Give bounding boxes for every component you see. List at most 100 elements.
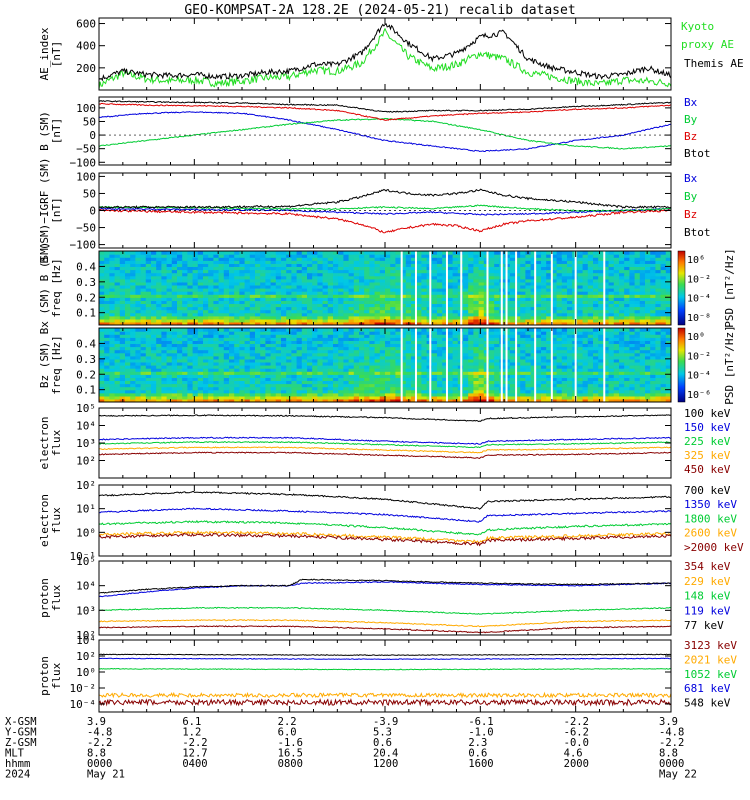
xaxis-value: 0800 — [278, 758, 303, 770]
y-tick-label: 10¹ — [76, 503, 96, 516]
ylabel-line: proton — [38, 578, 51, 618]
series-phigh-681-kev — [99, 657, 671, 661]
legend-entry: 2021 keV — [684, 653, 737, 666]
data-gap — [534, 251, 537, 325]
xaxis-row-label: Y-GSM — [5, 727, 37, 739]
xaxis-value: -1.0 — [468, 727, 493, 739]
xaxis-row-label: hhmm — [5, 758, 30, 770]
legend-entry: 1052 keV — [684, 668, 737, 681]
series-group-bsm — [99, 100, 671, 153]
xaxis-row-label: 2024 — [5, 769, 30, 781]
colorbar-tick: 10⁰ — [687, 332, 705, 343]
y-tick-label: 10² — [76, 479, 96, 492]
series-bdiff-btot — [99, 188, 671, 209]
y-tick-label: 0 — [89, 129, 96, 142]
svg-text:PSD [nT²/Hz]: PSD [nT²/Hz] — [723, 248, 736, 327]
legend-entry: By — [684, 190, 698, 203]
legend-entry: 100 keV — [684, 407, 731, 420]
xaxis-value: -4.8 — [87, 727, 112, 739]
data-gap — [429, 328, 432, 402]
y-tick-label: 600 — [76, 18, 96, 31]
series-ehigh-1350-kev — [99, 507, 671, 523]
xaxis-value: -4.8 — [659, 727, 684, 739]
ylabel-line: AE_index — [38, 27, 51, 80]
y-tick-label: 0.4 — [76, 337, 96, 350]
ylabel-line: [nT] — [50, 118, 63, 145]
data-gap — [460, 251, 463, 325]
xaxis-value: 0.6 — [468, 748, 487, 760]
xaxis-value: -6.2 — [564, 727, 589, 739]
ylabel-ae: AE_index [nT] — [38, 27, 63, 80]
legend-entry: 150 keV — [684, 421, 731, 434]
y-tick-label: 0.3 — [76, 353, 96, 366]
colorbar-bxspec — [677, 250, 686, 326]
series-elow-150-kev — [99, 436, 671, 445]
colorbar-label: PSD [nT²/Hz] — [723, 325, 736, 404]
xaxis-value: 0.6 — [373, 737, 392, 749]
data-gap — [486, 251, 489, 325]
ylabel-line: [nT] — [50, 197, 63, 224]
series-phigh-548-kev — [99, 653, 671, 657]
y-tick-label: −100 — [70, 239, 97, 252]
data-gap — [500, 251, 503, 325]
series-group-elow — [99, 414, 671, 459]
ylabel-bsm: B (SM) [nT] — [38, 111, 63, 151]
colorbar-tick: 10⁻² — [687, 274, 711, 285]
legend-entry: 354 keV — [684, 560, 731, 573]
y-tick-label: 0.1 — [76, 384, 96, 397]
ylabel-line: Bz (SM) — [38, 342, 51, 388]
panel-frame-ehigh — [98, 484, 672, 557]
legend-entry: 3123 keV — [684, 639, 737, 652]
y-tick-label: 400 — [76, 40, 96, 53]
series-elow-100-kev — [99, 414, 671, 423]
legend-entry: >2000 keV — [684, 541, 744, 554]
series-elow-450-kev — [99, 451, 671, 459]
series-bsm-by — [99, 117, 671, 150]
series-phigh-2021-kev — [99, 691, 671, 699]
y-tick-label: 10² — [76, 455, 96, 468]
xaxis-value: 3.9 — [659, 716, 678, 728]
legend-entry: 229 keV — [684, 575, 731, 588]
legend-entry: Kyoto — [681, 20, 714, 33]
series-elow-325-kev — [99, 446, 671, 454]
xaxis-value: 16.5 — [278, 748, 303, 760]
y-tick-label: 10² — [76, 629, 96, 642]
xaxis-value: 6.0 — [278, 727, 297, 739]
data-gap — [515, 328, 518, 402]
y-tick-label: 0.2 — [76, 291, 96, 304]
y-tick-label: 200 — [76, 62, 96, 75]
xaxis-value: May 22 — [659, 769, 697, 781]
panel-frame-phigh — [98, 639, 672, 713]
y-tick-label: 10⁻⁴ — [70, 698, 97, 711]
colorbar-tick: 10⁻² — [687, 351, 711, 362]
xaxis-value: -2.2 — [182, 737, 207, 749]
spectrogram-bzspec — [99, 328, 671, 402]
data-gap — [505, 251, 508, 325]
ylabel-line: [nT] — [50, 41, 63, 68]
colorbar-tick: 10⁻⁶ — [687, 390, 711, 401]
data-gap — [486, 328, 489, 402]
legend-entry: 325 keV — [684, 449, 731, 462]
ylabel-bxspec: Bx (SM) B (SM) freq [Hz] — [38, 242, 63, 335]
panel-frame-plow — [98, 560, 672, 636]
xaxis-value: 0000 — [659, 758, 684, 770]
series-elow-225-kev — [99, 440, 671, 449]
series-group-ehigh — [99, 490, 671, 547]
data-gap — [515, 251, 518, 325]
xaxis-value: -2.2 — [564, 716, 589, 728]
legend-entry: 681 keV — [684, 682, 731, 695]
y-tick-label: −100 — [70, 156, 97, 169]
series-ae-themis-ae — [99, 23, 671, 82]
data-gap — [414, 251, 417, 325]
y-tick-label: 100 — [76, 170, 96, 183]
y-tick-label: 100 — [76, 102, 96, 115]
ylabel-bdiff: B (SM)−IGRF (SM) [nT] — [38, 158, 63, 264]
series-bsm-bx — [99, 111, 671, 153]
legend-entry: 1350 keV — [684, 498, 737, 511]
xaxis-value: -1.6 — [278, 737, 303, 749]
y-tick-label: 10³ — [76, 437, 96, 450]
xaxis-value: 1600 — [468, 758, 493, 770]
xaxis-value: 0000 — [87, 758, 112, 770]
figure-title: GEO-KOMPSAT-2A 128.2E (2024-05-21) recal… — [184, 3, 575, 18]
